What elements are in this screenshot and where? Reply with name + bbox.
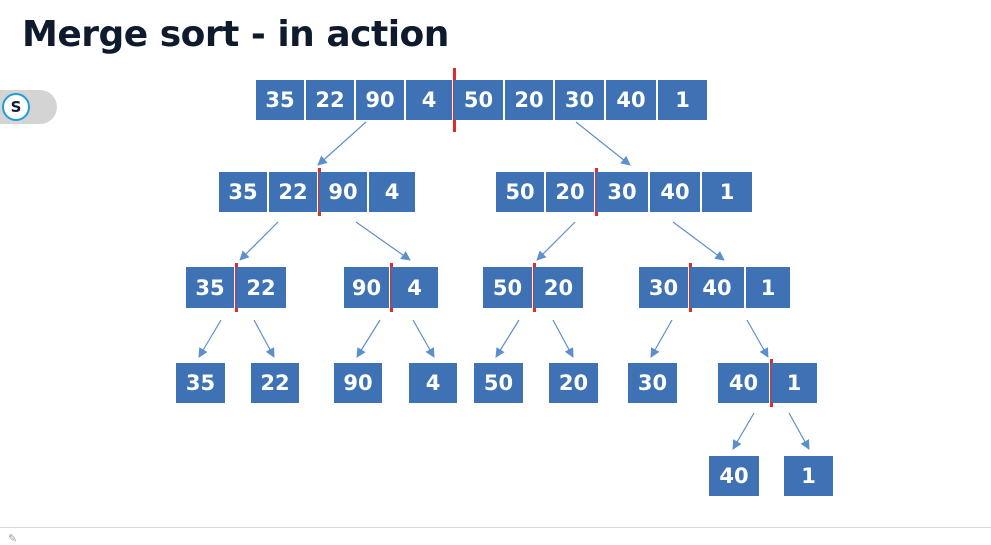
array-cell: 35 <box>219 172 269 212</box>
split-arrow <box>650 319 673 358</box>
split-arrow <box>552 319 574 358</box>
array-cell: 40 <box>606 80 658 120</box>
array-cell: 35 <box>176 363 225 403</box>
split-arrow <box>253 319 275 358</box>
array-cell: 40 <box>709 456 759 496</box>
array-cell: 4 <box>391 267 438 308</box>
array-cell: 35 <box>256 80 306 120</box>
split-arrow <box>575 121 631 166</box>
array-cell: 90 <box>344 267 391 308</box>
split-arrow <box>746 319 769 358</box>
array-cell: 22 <box>306 80 356 120</box>
array-cell: 40 <box>650 172 702 212</box>
array-cell: 22 <box>251 363 299 403</box>
array-cell: 40 <box>718 363 771 403</box>
toggle-knob-s-icon[interactable]: S <box>2 93 30 121</box>
array-cell: 30 <box>596 172 650 212</box>
array-cell: 1 <box>702 172 752 212</box>
array-cell: 30 <box>628 363 677 403</box>
page-title: Merge sort - in action <box>22 14 449 55</box>
array-cell: 30 <box>639 267 690 308</box>
array-cell: 4 <box>409 363 457 403</box>
split-arrow <box>355 221 411 261</box>
split-arrow <box>788 412 810 450</box>
array-cell: 50 <box>454 80 505 120</box>
split-arrow <box>317 121 367 166</box>
array-cell: 90 <box>334 363 382 403</box>
pen-icon[interactable]: ✎ <box>8 532 18 545</box>
array-cell: 50 <box>496 172 546 212</box>
array-cell: 22 <box>236 267 286 308</box>
split-arrow <box>412 319 435 358</box>
footer-divider <box>0 527 991 528</box>
split-arrow <box>356 319 381 358</box>
split-arrow <box>239 221 279 261</box>
array-cell: 20 <box>505 80 555 120</box>
array-cell: 50 <box>474 363 523 403</box>
array-cell: 90 <box>356 80 406 120</box>
array-cell: 20 <box>534 267 583 308</box>
array-cell: 1 <box>658 80 707 120</box>
array-cell: 22 <box>269 172 319 212</box>
array-cell: 35 <box>186 267 236 308</box>
array-cell: 40 <box>690 267 746 308</box>
array-cell: 4 <box>406 80 454 120</box>
array-cell: 1 <box>771 363 817 403</box>
split-arrow <box>495 319 520 358</box>
array-cell: 90 <box>319 172 369 212</box>
split-arrow <box>536 221 576 261</box>
array-cell: 50 <box>483 267 534 308</box>
array-cell: 1 <box>784 456 833 496</box>
array-cell: 30 <box>555 80 606 120</box>
split-arrow <box>672 221 725 261</box>
array-cell: 20 <box>549 363 598 403</box>
split-arrow <box>198 319 222 358</box>
array-cell: 20 <box>546 172 596 212</box>
array-cell: 4 <box>369 172 415 212</box>
array-cell: 1 <box>746 267 790 308</box>
slide-toggle[interactable]: S <box>0 90 57 124</box>
split-arrow <box>732 412 755 450</box>
